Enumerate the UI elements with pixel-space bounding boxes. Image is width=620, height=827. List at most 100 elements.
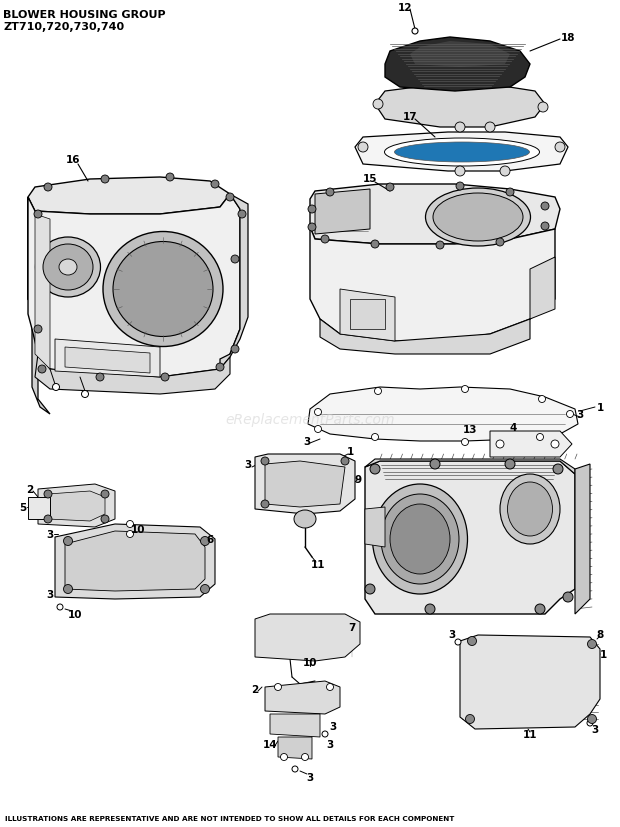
Text: 18: 18 [560, 33, 575, 43]
Circle shape [126, 521, 133, 528]
Circle shape [38, 366, 46, 374]
Circle shape [34, 211, 42, 218]
Circle shape [536, 434, 544, 441]
Circle shape [216, 364, 224, 371]
Text: 10: 10 [68, 609, 82, 619]
Text: 3: 3 [306, 772, 314, 782]
Circle shape [322, 731, 328, 737]
Circle shape [371, 241, 379, 249]
Circle shape [563, 592, 573, 602]
Circle shape [358, 143, 368, 153]
Circle shape [538, 103, 548, 112]
Circle shape [467, 637, 477, 646]
Circle shape [374, 388, 381, 395]
Circle shape [425, 605, 435, 614]
Circle shape [238, 211, 246, 218]
Circle shape [261, 500, 269, 509]
Polygon shape [220, 195, 248, 370]
Circle shape [126, 531, 133, 538]
Circle shape [321, 236, 329, 244]
Polygon shape [310, 184, 560, 245]
Polygon shape [255, 455, 355, 514]
Circle shape [63, 585, 73, 594]
Ellipse shape [394, 143, 529, 163]
Polygon shape [365, 508, 385, 547]
Circle shape [53, 384, 60, 391]
Circle shape [455, 167, 465, 177]
Circle shape [101, 176, 109, 184]
Polygon shape [365, 461, 575, 614]
Text: 10: 10 [131, 524, 145, 534]
Circle shape [96, 374, 104, 381]
Circle shape [314, 409, 322, 416]
Circle shape [44, 515, 52, 523]
Ellipse shape [294, 510, 316, 528]
Polygon shape [365, 460, 575, 475]
Circle shape [500, 167, 510, 177]
Polygon shape [355, 133, 568, 172]
Circle shape [326, 189, 334, 197]
Circle shape [44, 490, 52, 499]
Circle shape [588, 715, 596, 724]
Polygon shape [55, 340, 160, 378]
Circle shape [57, 605, 63, 610]
Circle shape [466, 715, 474, 724]
Circle shape [211, 181, 219, 189]
Ellipse shape [390, 504, 450, 574]
Ellipse shape [433, 194, 523, 241]
Polygon shape [320, 319, 530, 355]
Polygon shape [265, 681, 340, 715]
Polygon shape [65, 532, 205, 591]
Text: 2: 2 [251, 684, 259, 694]
Circle shape [308, 206, 316, 213]
Circle shape [327, 684, 334, 691]
Text: eReplacementParts.com: eReplacementParts.com [225, 413, 395, 427]
Text: BLOWER HOUSING GROUP: BLOWER HOUSING GROUP [3, 10, 166, 20]
Ellipse shape [103, 232, 223, 347]
Polygon shape [350, 299, 385, 330]
Text: 3: 3 [46, 590, 53, 600]
Text: 12: 12 [398, 3, 412, 13]
Text: 10: 10 [303, 657, 317, 667]
Circle shape [541, 222, 549, 231]
Circle shape [455, 639, 461, 645]
Circle shape [436, 241, 444, 250]
Circle shape [308, 224, 316, 232]
Polygon shape [410, 42, 510, 68]
Ellipse shape [425, 189, 531, 246]
Text: 11: 11 [523, 729, 538, 739]
Text: 15: 15 [363, 174, 377, 184]
Ellipse shape [500, 475, 560, 544]
Text: 3: 3 [591, 724, 599, 734]
Text: 6: 6 [206, 534, 214, 544]
Circle shape [430, 460, 440, 470]
Text: 13: 13 [463, 424, 477, 434]
Polygon shape [278, 737, 312, 759]
Circle shape [101, 515, 109, 523]
Circle shape [553, 465, 563, 475]
Text: 14: 14 [263, 739, 277, 749]
Circle shape [496, 239, 504, 246]
Circle shape [541, 203, 549, 211]
Ellipse shape [508, 482, 552, 537]
Ellipse shape [373, 485, 467, 595]
Polygon shape [265, 461, 345, 508]
Circle shape [301, 753, 309, 761]
Polygon shape [28, 198, 50, 414]
Circle shape [280, 753, 288, 761]
Text: 3: 3 [46, 529, 53, 539]
Circle shape [231, 256, 239, 264]
Text: ILLUSTRATIONS ARE REPRESENTATIVE AND ARE NOT INTENDED TO SHOW ALL DETAILS FOR EA: ILLUSTRATIONS ARE REPRESENTATIVE AND ARE… [5, 815, 454, 821]
Polygon shape [315, 189, 370, 235]
Circle shape [485, 123, 495, 133]
Text: 2: 2 [27, 485, 33, 495]
Polygon shape [38, 485, 115, 528]
Circle shape [386, 184, 394, 192]
Circle shape [371, 434, 378, 441]
Polygon shape [255, 614, 360, 662]
Circle shape [34, 326, 42, 333]
Polygon shape [65, 347, 150, 374]
Circle shape [505, 460, 515, 470]
Circle shape [226, 194, 234, 202]
Circle shape [341, 457, 349, 466]
